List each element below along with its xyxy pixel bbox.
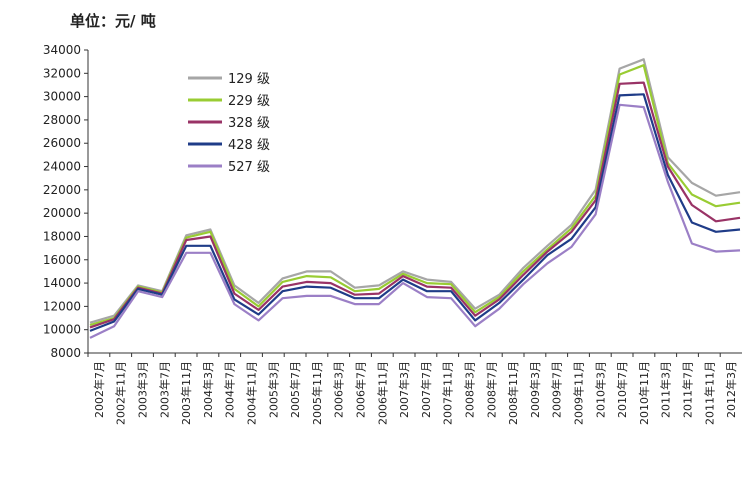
series-line: [89, 81, 741, 329]
y-tick-label: 22000: [43, 183, 81, 197]
legend-label: 328 级: [228, 116, 270, 131]
y-tick-label: 28000: [43, 113, 81, 127]
x-tick-label: 2009年11月: [572, 361, 586, 425]
x-tick-label: 2009年3月: [528, 361, 542, 418]
y-tick-label: 10000: [43, 323, 81, 337]
legend-label: 428 级: [228, 138, 270, 153]
x-tick-label: 2008年7月: [484, 361, 498, 418]
y-tick-label: 34000: [43, 43, 81, 57]
x-tick-label: 2011年7月: [681, 361, 695, 418]
x-tick-label: 2004年3月: [201, 361, 215, 418]
unit-label: 单位：元/ 吨: [70, 12, 156, 30]
x-tick-label: 2008年3月: [463, 361, 477, 418]
x-tick-label: 2010年7月: [615, 361, 629, 418]
x-tick-label: 2011年11月: [702, 361, 716, 425]
x-tick-label: 2011年3月: [659, 361, 673, 418]
legend-label: 229 级: [228, 94, 270, 109]
series-line: [89, 64, 741, 327]
x-tick-label: 2006年3月: [332, 361, 346, 418]
x-tick-label: 2002年11月: [114, 361, 128, 425]
legend-label: 527 级: [228, 160, 270, 175]
y-tick-label: 32000: [43, 66, 81, 80]
x-tick-label: 2007年11月: [441, 361, 455, 425]
x-tick-label: 2003年7月: [157, 361, 171, 418]
y-tick-label: 14000: [43, 276, 81, 290]
y-tick-label: 8000: [50, 346, 81, 360]
x-tick-label: 2002年7月: [92, 361, 106, 418]
x-tick-label: 2010年3月: [593, 361, 607, 418]
series-line: [89, 58, 741, 324]
y-tick-label: 18000: [43, 229, 81, 243]
y-tick-label: 12000: [43, 299, 81, 313]
series-line: [89, 93, 741, 332]
x-tick-label: 2004年7月: [223, 361, 237, 418]
x-tick-label: 2004年11月: [245, 361, 259, 425]
x-tick-label: 2012年3月: [724, 361, 738, 418]
x-tick-label: 2003年11月: [179, 361, 193, 425]
x-tick-label: 2008年11月: [506, 361, 520, 425]
legend-label: 129 级: [228, 72, 270, 87]
x-tick-label: 2010年11月: [637, 361, 651, 425]
y-tick-label: 20000: [43, 206, 81, 220]
series-line: [89, 103, 741, 339]
y-tick-label: 26000: [43, 136, 81, 150]
y-tick-label: 16000: [43, 253, 81, 267]
x-tick-label: 2009年7月: [550, 361, 564, 418]
x-tick-label: 2005年11月: [310, 361, 324, 425]
x-tick-label: 2006年11月: [375, 361, 389, 425]
x-tick-label: 2007年3月: [397, 361, 411, 418]
x-tick-label: 2005年3月: [266, 361, 280, 418]
y-tick-label: 30000: [43, 90, 81, 104]
x-tick-label: 2003年3月: [136, 361, 150, 418]
y-tick-label: 24000: [43, 160, 81, 174]
x-tick-label: 2006年7月: [354, 361, 368, 418]
x-tick-label: 2005年7月: [288, 361, 302, 418]
x-tick-label: 2007年7月: [419, 361, 433, 418]
